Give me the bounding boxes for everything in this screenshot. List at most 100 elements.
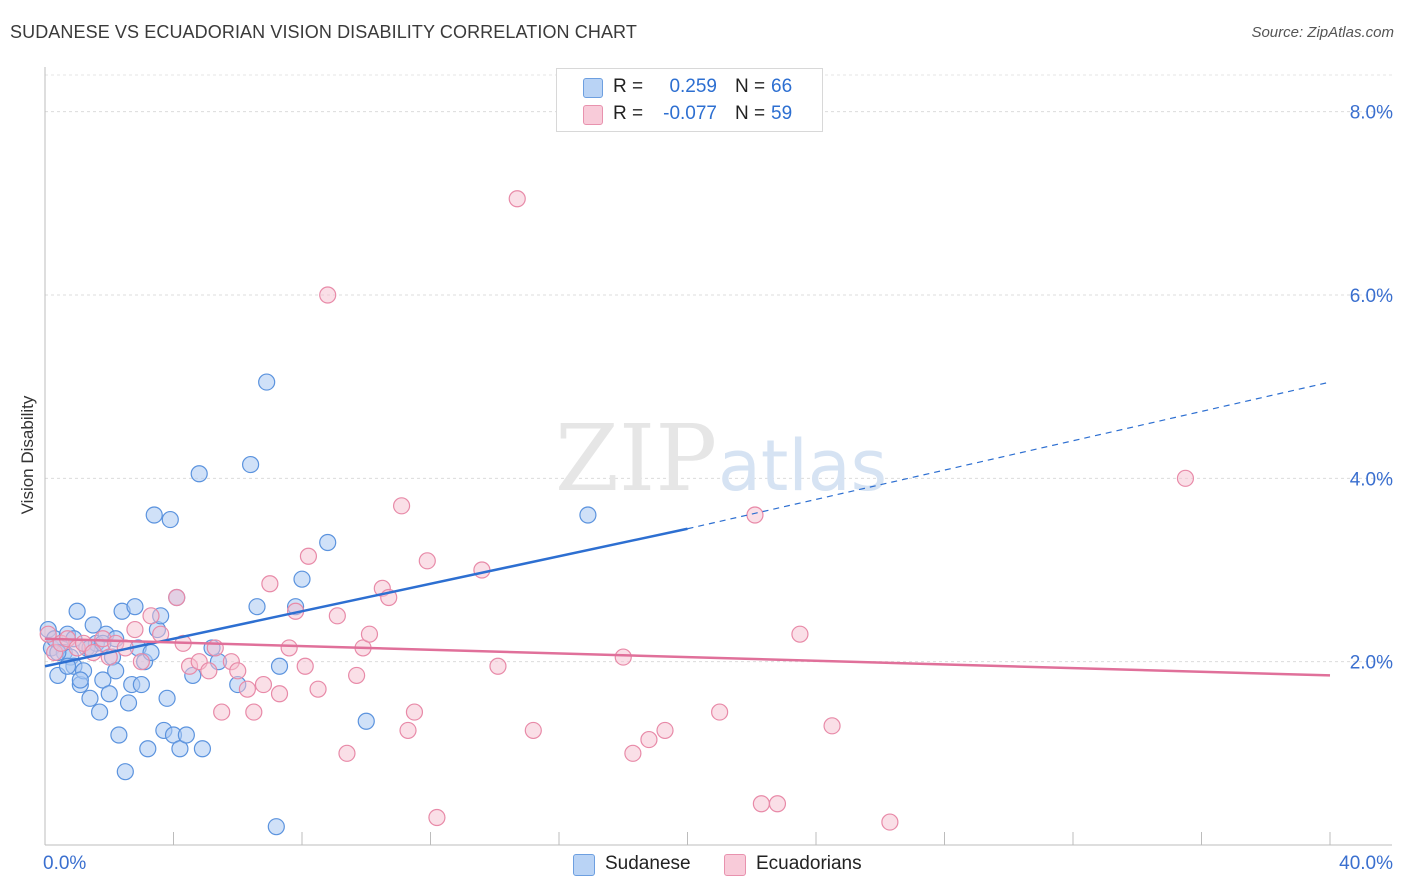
ecuadorian-point bbox=[296, 657, 314, 675]
ecuadorians-n-value: 59 bbox=[771, 103, 793, 124]
ecuadorian-point bbox=[881, 813, 899, 831]
ecuadorian-point bbox=[473, 561, 491, 579]
ecuadorian-point bbox=[338, 744, 356, 762]
ecuadorian-point bbox=[299, 547, 318, 565]
sudanese-point bbox=[116, 763, 134, 781]
ecuadorian-point bbox=[348, 666, 366, 685]
ecuadorian-points bbox=[39, 190, 1195, 831]
y-tick-label: 4.0% bbox=[1350, 469, 1393, 490]
ecuadorian-point bbox=[238, 680, 256, 698]
series-legend: Sudanese Ecuadorians bbox=[0, 852, 1406, 878]
r-label: R = bbox=[613, 103, 644, 124]
sudanese-point bbox=[171, 740, 189, 758]
sudanese-point bbox=[110, 726, 128, 744]
sudanese-swatch bbox=[583, 78, 603, 98]
ecuadorian-point bbox=[126, 620, 144, 639]
sudanese-point bbox=[158, 689, 176, 707]
sudanese-point bbox=[242, 455, 260, 474]
n-label: N = bbox=[735, 103, 766, 124]
sudanese-legend-label: Sudanese bbox=[605, 853, 691, 874]
sudanese-trend-line bbox=[44, 527, 688, 668]
x-tick-label-max: 40.0% bbox=[1339, 853, 1393, 874]
ecuadorian-point bbox=[399, 721, 417, 740]
legend-row-sudanese: R = 0.259 N = 66 bbox=[557, 74, 822, 100]
ecuadorian-point bbox=[711, 703, 729, 721]
ecuadorians-r-value: -0.077 bbox=[663, 103, 717, 124]
correlation-legend: R = 0.259 N = 66 R = -0.077 N = 59 bbox=[556, 68, 823, 132]
sudanese-point bbox=[579, 506, 597, 524]
sudanese-point bbox=[100, 685, 118, 703]
sudanese-point bbox=[258, 373, 276, 391]
ecuadorian-point bbox=[508, 190, 526, 208]
sudanese-point bbox=[107, 662, 125, 680]
n-label: N = bbox=[735, 76, 766, 97]
ecuadorian-point bbox=[746, 506, 764, 524]
sudanese-point bbox=[145, 506, 163, 524]
ecuadorian-point bbox=[270, 685, 289, 703]
sudanese-point bbox=[190, 465, 208, 483]
y-tick-label: 8.0% bbox=[1350, 103, 1393, 124]
gridlines bbox=[45, 74, 1392, 663]
ecuadorian-point bbox=[405, 703, 424, 721]
sudanese-points bbox=[39, 373, 597, 836]
ecuadorian-point bbox=[428, 808, 446, 827]
sudanese-point bbox=[68, 602, 86, 620]
sudanese-point bbox=[270, 657, 289, 675]
sudanese-point bbox=[139, 740, 157, 758]
ecuadorians-legend-label: Ecuadorians bbox=[756, 853, 862, 874]
ecuadorian-point bbox=[245, 703, 263, 721]
sudanese-point bbox=[193, 740, 212, 758]
ecuadorian-point bbox=[656, 721, 674, 740]
sudanese-point bbox=[91, 703, 109, 721]
sudanese-point bbox=[94, 671, 112, 689]
ecuadorian-point bbox=[392, 497, 411, 515]
watermark-atlas: atlas bbox=[718, 425, 887, 507]
ecuadorian-point bbox=[200, 662, 218, 680]
ecuadorian-point bbox=[280, 639, 298, 657]
sudanese-r-value: 0.259 bbox=[669, 76, 717, 97]
r-label: R = bbox=[613, 76, 644, 97]
watermark: ZIP atlas bbox=[555, 405, 887, 512]
legend-row-ecuadorians: R = -0.077 N = 59 bbox=[557, 101, 822, 127]
watermark-zip: ZIP bbox=[555, 405, 717, 512]
sudanese-point bbox=[267, 818, 285, 836]
sudanese-point bbox=[126, 598, 144, 616]
ecuadorian-point bbox=[213, 703, 231, 721]
axes bbox=[44, 67, 1392, 846]
sudanese-point bbox=[71, 671, 89, 689]
sudanese-point bbox=[132, 675, 150, 694]
x-tick-label-min: 0.0% bbox=[43, 853, 86, 874]
ecuadorian-point bbox=[823, 717, 841, 735]
ecuadorian-trend-line bbox=[44, 637, 1331, 677]
ecuadorian-point bbox=[1176, 469, 1195, 487]
ecuadorian-point bbox=[261, 575, 279, 593]
sudanese-point bbox=[81, 689, 99, 707]
tick-labels: 2.0% 4.0% 6.0% 8.0% 0.0% 40.0% bbox=[43, 103, 1393, 874]
sudanese-n-value: 66 bbox=[771, 76, 793, 97]
ecuadorian-point bbox=[624, 744, 642, 762]
ecuadorians-legend-swatch bbox=[724, 854, 746, 876]
chart-title: SUDANESE VS ECUADORIAN VISION DISABILITY… bbox=[10, 22, 637, 42]
ecuadorian-point bbox=[360, 625, 379, 643]
sudanese-point bbox=[319, 533, 337, 552]
y-tick-label: 6.0% bbox=[1350, 286, 1393, 307]
ecuadorian-point bbox=[791, 625, 809, 643]
sudanese-point bbox=[161, 510, 179, 529]
ecuadorian-point bbox=[132, 653, 150, 671]
sudanese-point bbox=[248, 598, 266, 616]
sudanese-point bbox=[293, 570, 311, 588]
ecuadorian-point bbox=[524, 721, 542, 740]
ecuadorian-point bbox=[640, 730, 658, 749]
ecuadorian-point bbox=[168, 588, 186, 607]
ecuadorian-point bbox=[614, 648, 632, 666]
ecuadorian-point bbox=[229, 662, 247, 680]
trend-lines bbox=[44, 381, 1331, 677]
ecuadorians-swatch bbox=[583, 105, 603, 125]
sudanese-point bbox=[119, 694, 138, 712]
sudanese-point bbox=[357, 712, 375, 730]
sudanese-point bbox=[177, 726, 195, 744]
ecuadorian-point bbox=[254, 675, 273, 694]
ecuadorian-point bbox=[319, 286, 337, 304]
ecuadorian-point bbox=[418, 552, 436, 570]
